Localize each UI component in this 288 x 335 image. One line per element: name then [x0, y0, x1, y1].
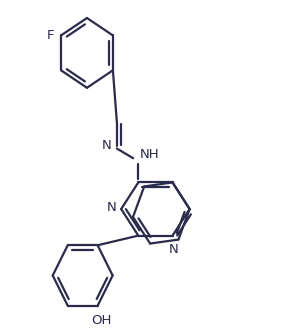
Text: F: F [46, 29, 54, 42]
Text: N: N [169, 243, 179, 256]
Text: N: N [102, 139, 112, 152]
Text: N: N [107, 201, 117, 214]
Text: NH: NH [140, 148, 159, 161]
Text: OH: OH [92, 314, 112, 327]
